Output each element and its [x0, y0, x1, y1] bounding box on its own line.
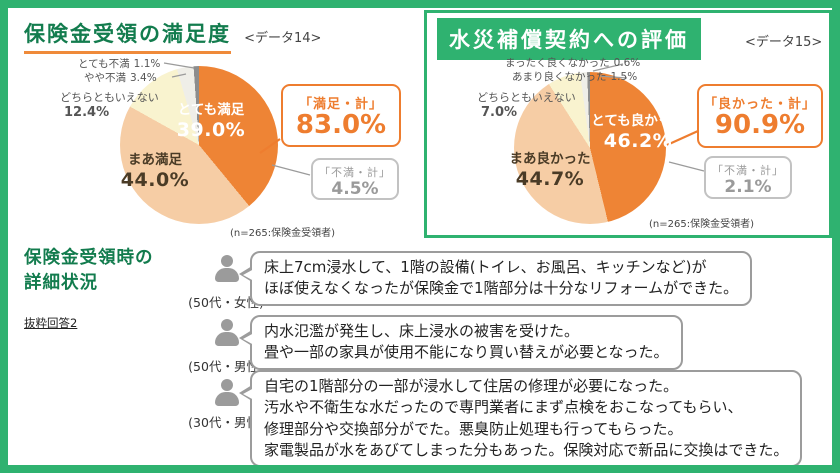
callout-value: 4.5%: [331, 179, 379, 199]
slice-label-neutral: どちらともいえない 12.4%: [60, 91, 159, 122]
testimonial-line: 自宅の1階部分の一部が浸水して住居の修理が必要になった。: [264, 377, 679, 395]
slice-pct: 3.4%: [130, 72, 157, 84]
slice-pct: 1.1%: [133, 58, 161, 70]
slice-name: まあ良かった: [509, 151, 591, 167]
flood-chart-title: 水災補償契約への評価: [437, 18, 701, 60]
slice-name: やや不満: [84, 72, 126, 84]
slice-label-somewhat-dissatisfied: やや不満 3.4%: [84, 70, 157, 85]
flood-data-tag: <データ15>: [745, 35, 823, 50]
dissatisfied-total-callout: 「不満・計」 4.5%: [311, 158, 399, 200]
slice-pct: 7.0%: [481, 105, 518, 121]
testimonials-subtitle: 抜粋回答2: [24, 316, 78, 330]
testimonial-line: 畳や一部の家具が使用不能になり買い替えが必要となった。: [264, 343, 669, 362]
slice-pct: 1.5%: [610, 71, 638, 83]
callout-label: 「良かった・計」: [703, 97, 816, 112]
slice-label-not-good-at-all: まったく良くなかった 0.6%: [505, 55, 640, 70]
slice-pct: 12.4%: [64, 105, 110, 121]
flood-pie-chart: [514, 72, 666, 224]
satisfaction-chart-title: 保険金受領の満足度: [24, 18, 231, 54]
satisfaction-data-tag: <データ14>: [244, 31, 322, 46]
testimonials-title: 保険金受領時の 詳細状況: [24, 246, 154, 297]
testimonial-who: (30代・男性): [188, 415, 264, 430]
slice-name: とても満足: [177, 102, 245, 118]
sample-size-note: (n=265:保険金受領者): [649, 219, 754, 230]
callout-label: 「不満・計」: [712, 164, 784, 177]
slice-label-somewhat-satisfied: まあ満足 44.0%: [110, 152, 200, 193]
flood-title-row: 水災補償契約への評価: [437, 18, 701, 60]
testimonial-who: (50代・女性): [188, 295, 264, 310]
slice-pct: 44.7%: [515, 167, 585, 190]
slice-name: どちらともいえない: [477, 91, 576, 104]
slice-name: まったく良くなかった: [505, 57, 610, 69]
slice-pct: 39.0%: [176, 118, 246, 141]
slice-pct: 44.0%: [120, 168, 190, 191]
person-icon: [212, 319, 242, 349]
slice-label-not-very-good: あまり良くなかった 1.5%: [512, 69, 637, 84]
slice-pct: 46.2%: [603, 129, 673, 152]
slice-name: とても不満: [78, 58, 130, 70]
person-icon: [212, 255, 242, 285]
testimonial-bubble: 自宅の1階部分の一部が浸水して住居の修理が必要になった。 汚水や不衛生な水だった…: [238, 370, 803, 465]
testimonials-title-line1: 保険金受領時の: [24, 248, 154, 268]
testimonial-who: (50代・男性): [188, 359, 264, 374]
sample-size-note: (n=265:保険金受領者): [230, 228, 335, 239]
testimonial-line: 床上7cm浸水して、1階の設備(トイレ、お風呂、キッチンなど)が: [264, 258, 707, 276]
callout-label: 「不満・計」: [319, 166, 391, 179]
testimonials-title-line2: 詳細状況: [24, 273, 98, 294]
satisfaction-title-row: 保険金受領の満足度 <データ14>: [24, 18, 321, 54]
slice-name: あまり良くなかった: [512, 71, 607, 83]
testimonial-bubble: 内水氾濫が発生し、床上浸水の被害を受けた。 畳や一部の家具が使用不能になり買い替…: [239, 315, 683, 370]
testimonial-line: 内水氾濫が発生し、床上浸水の被害を受けた。: [264, 322, 580, 340]
slice-label-very-good: とても良かった 46.2%: [590, 113, 686, 154]
slice-name: まあ満足: [128, 152, 182, 168]
person-icon: [212, 379, 242, 409]
callout-value: 83.0%: [295, 110, 387, 140]
testimonial-line: 修理部分や交換部分がでた。悪臭防止処理も行ってもらった。: [264, 419, 683, 438]
flood-coverage-panel: 水災補償契約への評価 <データ15> とても良かった 46.2% まあ良かった …: [424, 10, 832, 238]
callout-value: 90.9%: [714, 110, 806, 140]
slice-pct: 0.6%: [613, 57, 641, 69]
testimonial-bubble: 床上7cm浸水して、1階の設備(トイレ、お風呂、キッチンなど)が ほぼ使えなくな…: [238, 251, 753, 306]
satisfied-total-callout: 「満足・計」 83.0%: [281, 84, 401, 147]
testimonial-line: 家電製品が水をあびてしまった分もあった。保険対応で新品に交換はできた。: [264, 440, 789, 459]
satisfaction-pie-chart: [120, 66, 278, 224]
satisfaction-panel: 保険金受領の満足度 <データ14> とても満足 39.0% まあ満足 44.0%…: [14, 12, 418, 244]
callout-value: 2.1%: [724, 177, 772, 197]
callout-label: 「満足・計」: [298, 97, 383, 112]
good-total-callout: 「良かった・計」 90.9%: [697, 84, 823, 148]
slice-label-somewhat-good: まあ良かった 44.7%: [505, 151, 595, 192]
slice-label-very-dissatisfied: とても不満 1.1%: [78, 56, 160, 71]
bad-total-callout: 「不満・計」 2.1%: [704, 156, 792, 199]
testimonial-line: ほぼ使えなくなったが保険金で1階部分は十分なリフォームができた。: [264, 279, 739, 298]
slice-name: どちらともいえない: [60, 91, 159, 104]
slice-name: とても良かった: [591, 113, 685, 129]
slice-label-very-satisfied: とても満足 39.0%: [168, 102, 254, 143]
testimonial-line: 汚水や不衛生な水だったので専門業者にまず点検をおこなってもらい、: [264, 398, 743, 417]
slice-label-neutral: どちらともいえない 7.0%: [477, 91, 576, 122]
